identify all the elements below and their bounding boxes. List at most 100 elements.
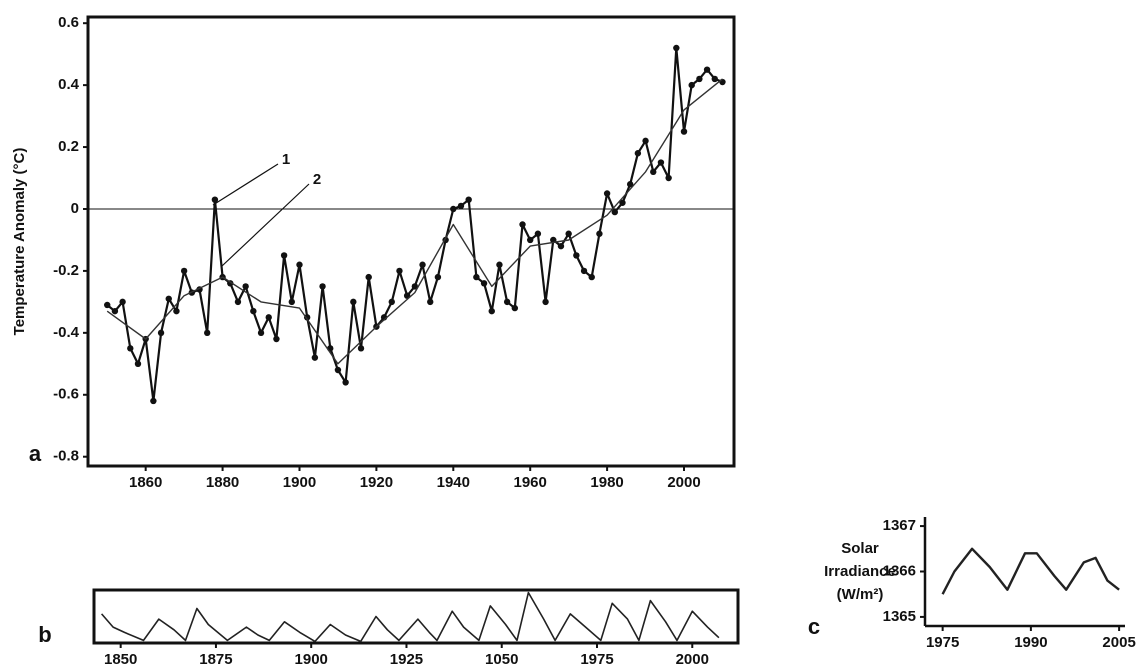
- panel-label: b: [38, 622, 51, 647]
- data-point: [396, 267, 403, 275]
- data-point: [411, 283, 419, 290]
- y-tick-label: 0.6: [58, 14, 79, 31]
- y-tick-label: 0: [71, 200, 79, 217]
- x-tick-label: 1920: [360, 474, 393, 491]
- annotation-leader: [221, 183, 310, 267]
- data-point: [265, 314, 272, 321]
- plot-frame: [92, 588, 740, 645]
- x-tick-label: 1940: [437, 474, 470, 491]
- panel-label: a: [29, 441, 42, 466]
- data-point: [450, 205, 457, 213]
- data-point: [165, 295, 172, 302]
- x-tick-label: 1980: [590, 474, 623, 491]
- x-tick-label: 1880: [206, 474, 239, 491]
- data-point: [465, 196, 472, 203]
- data-point: [119, 298, 126, 306]
- x-tick-label: 1850: [104, 651, 137, 668]
- x-tick-label: 2000: [676, 651, 709, 668]
- data-point: [157, 329, 165, 337]
- y-axis-label: Temperature Anomaly (°C): [11, 148, 28, 336]
- y-tick-label: 0.2: [58, 138, 79, 155]
- x-tick-label: 2000: [667, 474, 700, 491]
- x-tick-label: 1875: [199, 651, 232, 668]
- data-point: [665, 174, 672, 182]
- data-point: [357, 345, 365, 352]
- data-point: [580, 267, 588, 275]
- y-axis-label: Solar: [841, 540, 879, 557]
- data-point: [680, 128, 688, 135]
- data-point: [273, 335, 280, 343]
- data-point: [696, 75, 703, 83]
- data-point: [104, 301, 111, 309]
- data-point: [588, 273, 595, 281]
- x-tick-label: 2005: [1102, 634, 1135, 651]
- data-point: [473, 273, 480, 281]
- data-point: [573, 252, 580, 259]
- data-point: [496, 261, 503, 268]
- data-point: [488, 307, 495, 315]
- data-point: [180, 267, 188, 275]
- data-point: [534, 230, 542, 237]
- data-point: [311, 354, 319, 361]
- data-point: [603, 190, 611, 197]
- plot-frame: [86, 15, 736, 468]
- data-point: [319, 283, 326, 290]
- data-point: [519, 221, 526, 228]
- data-point: [542, 298, 549, 306]
- annotation-leader: [212, 163, 279, 206]
- data-point: [565, 230, 572, 237]
- data-point: [242, 283, 249, 290]
- x-tick-label: 1050: [485, 651, 518, 668]
- data-point: [350, 298, 357, 306]
- panel-label: c: [808, 614, 820, 639]
- data-point: [296, 261, 303, 268]
- data-point: [611, 208, 618, 216]
- data-point: [634, 150, 642, 157]
- x-tick-label: 1960: [514, 474, 547, 491]
- y-tick-label: -0.2: [53, 262, 79, 279]
- x-tick-label: 1900: [295, 651, 328, 668]
- y-axis-label: Irradiance: [824, 563, 896, 580]
- data-point: [650, 168, 657, 176]
- data-point: [111, 307, 119, 315]
- data-point: [457, 202, 465, 210]
- data-point: [688, 81, 695, 89]
- data-point: [480, 280, 488, 287]
- series-line: [106, 78, 723, 365]
- y-tick-label: -0.6: [53, 386, 79, 403]
- data-point: [657, 159, 665, 166]
- data-point: [280, 252, 288, 259]
- y-tick-label: 1367: [883, 517, 916, 534]
- data-point: [557, 242, 565, 250]
- data-point: [711, 75, 718, 83]
- y-tick-label: 1365: [883, 608, 916, 625]
- data-point: [434, 273, 442, 281]
- series-line: [941, 547, 1120, 595]
- x-tick-label: 1975: [926, 634, 959, 651]
- data-point: [288, 298, 295, 306]
- data-point: [427, 298, 434, 306]
- data-point: [642, 137, 649, 145]
- data-point: [250, 307, 257, 315]
- y-tick-label: -0.4: [53, 324, 80, 341]
- annotation: 1: [282, 151, 290, 168]
- data-point: [334, 366, 342, 374]
- data-point: [511, 304, 519, 312]
- y-axis-label: (W/m²): [837, 586, 884, 603]
- data-point: [503, 298, 511, 306]
- data-point: [673, 44, 680, 52]
- x-tick-label: 1925: [390, 651, 423, 668]
- data-point: [626, 181, 634, 188]
- data-point: [234, 298, 242, 306]
- y-tick-label: 1366: [883, 562, 916, 579]
- x-tick-label: 1860: [129, 474, 162, 491]
- y-tick-label: -0.8: [53, 448, 79, 465]
- data-point: [596, 230, 603, 237]
- annotation: 2: [313, 171, 321, 188]
- x-tick-label: 1975: [580, 651, 613, 668]
- data-point: [619, 199, 626, 206]
- data-point: [257, 329, 265, 337]
- data-point: [134, 360, 142, 368]
